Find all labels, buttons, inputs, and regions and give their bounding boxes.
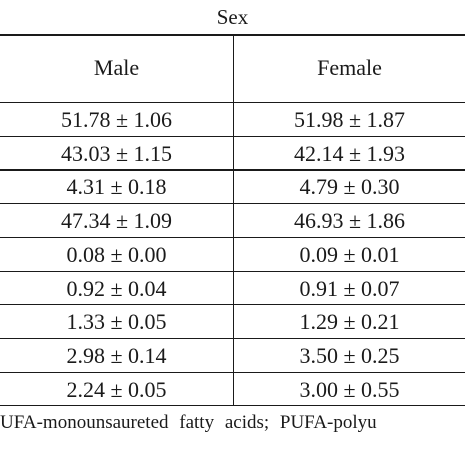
male-value: 0.08 ± 0.00 — [66, 241, 167, 267]
table-row: 43.03 ± 1.15 42.14 ± 1.93 — [0, 137, 465, 171]
male-value: 4.31 ± 0.18 — [66, 174, 167, 200]
table-top-rule — [0, 34, 465, 36]
female-value: 0.91 ± 0.07 — [299, 275, 400, 301]
table-row: 51.78 ± 1.06 51.98 ± 1.87 — [0, 103, 465, 137]
female-value: 46.93 ± 1.86 — [293, 208, 406, 234]
column-divider — [233, 34, 235, 407]
male-value: 43.03 ± 1.15 — [60, 140, 173, 166]
female-value: 42.14 ± 1.93 — [293, 140, 406, 166]
header-rule — [0, 102, 465, 104]
male-value: 2.24 ± 0.05 — [66, 376, 167, 402]
male-value: 0.92 ± 0.04 — [66, 275, 167, 301]
row-rule — [0, 371, 465, 373]
male-value: 1.33 ± 0.05 — [66, 309, 167, 335]
female-value: 1.29 ± 0.21 — [299, 309, 400, 335]
female-value: 4.79 ± 0.30 — [299, 174, 400, 200]
female-value: 3.00 ± 0.55 — [299, 376, 400, 402]
row-rule — [0, 236, 465, 238]
column-header-row: Male Female — [0, 34, 465, 102]
row-rule — [0, 405, 465, 407]
male-value: 47.34 ± 1.09 — [60, 208, 173, 234]
row-rule — [0, 304, 465, 306]
table-row: 0.92 ± 0.04 0.91 ± 0.07 — [0, 272, 465, 306]
row-rule — [0, 169, 465, 171]
footnote: UFA-monounsaureted fatty acids; PUFA-pol… — [0, 412, 377, 434]
male-value: 51.78 ± 1.06 — [60, 107, 173, 132]
female-value: 0.09 ± 0.01 — [299, 241, 400, 267]
column-header-female: Female — [317, 55, 382, 80]
row-rule — [0, 203, 465, 205]
female-value: 51.98 ± 1.87 — [293, 107, 406, 132]
table-row: 0.08 ± 0.00 0.09 ± 0.01 — [0, 238, 465, 272]
table-row: 4.31 ± 0.18 4.79 ± 0.30 — [0, 170, 465, 204]
column-header-male: Male — [93, 55, 140, 80]
table-row: 2.98 ± 0.14 3.50 ± 0.25 — [0, 339, 465, 373]
table-row: 2.24 ± 0.05 3.00 ± 0.55 — [0, 373, 465, 407]
sex-group-header: Sex — [216, 5, 249, 29]
row-rule — [0, 135, 465, 137]
female-value: 3.50 ± 0.25 — [299, 342, 400, 368]
row-rule — [0, 337, 465, 340]
table-row: 47.34 ± 1.09 46.93 ± 1.86 — [0, 204, 465, 238]
row-rule — [0, 270, 465, 272]
male-value: 2.98 ± 0.14 — [66, 342, 167, 368]
table-row: 1.33 ± 0.05 1.29 ± 0.21 — [0, 305, 465, 339]
